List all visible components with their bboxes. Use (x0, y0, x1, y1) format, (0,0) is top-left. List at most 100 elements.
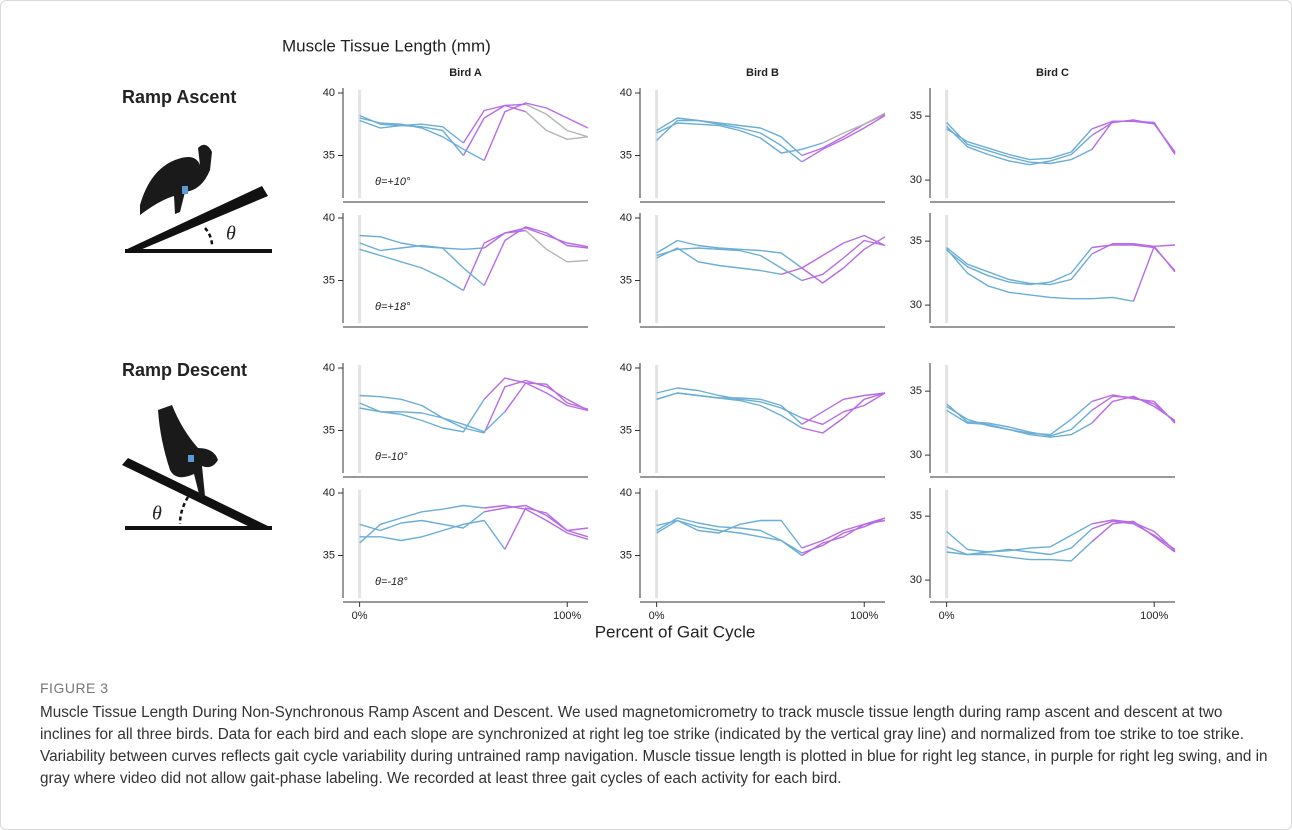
data-line (656, 247, 782, 275)
data-line (359, 248, 464, 292)
data-line (946, 125, 1093, 166)
y-tick-label: 35 (620, 424, 632, 436)
y-tick-label: 40 (620, 87, 632, 99)
data-line (462, 103, 526, 156)
slope-annotation: θ=-10° (375, 451, 408, 463)
data-line (462, 229, 526, 291)
data-line (656, 519, 803, 549)
y-tick-label: 35 (910, 510, 922, 522)
data-line (1132, 244, 1176, 302)
ramp-descent-illustration (122, 405, 272, 530)
y-tick-label: 40 (620, 487, 632, 499)
y-tick-label: 30 (910, 574, 922, 586)
data-line (359, 234, 485, 250)
data-line (483, 226, 589, 286)
x-tick-label: 100% (1140, 610, 1168, 622)
data-line (525, 103, 589, 138)
data-line (483, 102, 589, 161)
data-line (656, 519, 803, 554)
data-line (780, 234, 886, 275)
data-line (801, 114, 886, 163)
data-line (359, 519, 506, 550)
data-line (801, 519, 886, 557)
y-tick-label: 35 (910, 385, 922, 397)
data-line (525, 111, 589, 140)
data-line (656, 517, 803, 557)
data-line (946, 523, 1093, 553)
ramp-ascent-illustration (125, 144, 272, 253)
data-line (801, 517, 886, 554)
data-line (483, 377, 589, 412)
data-line (656, 122, 823, 154)
data-line (946, 122, 1093, 165)
data-line (822, 112, 886, 144)
data-line (656, 247, 803, 282)
data-line (483, 227, 589, 249)
x-tick-label: 0% (352, 610, 368, 622)
row-label: Ramp Descent (122, 360, 247, 380)
data-line (1091, 395, 1176, 424)
data-line (525, 229, 589, 263)
column-title: Bird A (449, 67, 482, 79)
data-line (801, 236, 886, 284)
y-tick-label: 30 (910, 299, 922, 311)
data-line (359, 119, 464, 144)
y-tick-label: 35 (620, 274, 632, 286)
data-line (359, 402, 506, 433)
slope-annotation: θ=-18° (375, 576, 408, 588)
data-line (1091, 519, 1176, 552)
y-tick-label: 40 (323, 487, 335, 499)
figure-label: FIGURE 3 (40, 680, 109, 696)
x-tick-label: 0% (649, 610, 665, 622)
x-tick-label: 100% (850, 610, 878, 622)
data-line (946, 528, 1093, 556)
y-tick-label: 35 (910, 110, 922, 122)
figure-caption: Muscle Tissue Length During Non-Synchron… (40, 704, 1268, 787)
x-axis-title: Percent of Gait Cycle (595, 622, 756, 641)
data-line (801, 392, 886, 425)
data-line (801, 392, 886, 425)
figure: Muscle Tissue Length (mm) Percent of Gai… (122, 36, 1176, 641)
x-tick-label: 100% (553, 610, 581, 622)
data-line (1091, 120, 1176, 155)
data-line (484, 504, 589, 540)
data-line (359, 117, 485, 162)
theta-label: θ (226, 223, 236, 245)
data-line (462, 104, 526, 144)
row-label: Ramp Ascent (122, 87, 236, 107)
column-title: Bird C (1036, 67, 1069, 79)
y-tick-label: 40 (620, 362, 632, 374)
x-tick-label: 0% (939, 610, 955, 622)
y-tick-label: 35 (910, 235, 922, 247)
data-line (359, 398, 485, 433)
data-line (656, 117, 803, 157)
data-line (656, 119, 803, 163)
data-line (946, 541, 1093, 562)
data-line (946, 403, 1093, 437)
data-line (946, 405, 1093, 438)
data-line (801, 392, 886, 434)
data-line (359, 504, 485, 544)
data-line (801, 517, 886, 549)
data-line (1091, 520, 1176, 553)
y-tick-label: 40 (323, 87, 335, 99)
data-line (946, 246, 1093, 286)
data-line (946, 128, 1093, 161)
data-line (946, 247, 1093, 286)
slope-annotation: θ=+18° (375, 301, 411, 313)
slope-annotation: θ=+10° (375, 176, 411, 188)
data-line (801, 239, 886, 282)
data-line (1091, 395, 1176, 423)
y-tick-label: 35 (323, 549, 335, 561)
column-title: Bird B (746, 67, 779, 79)
data-line (359, 511, 485, 532)
y-tick-label: 35 (323, 424, 335, 436)
data-line (1091, 394, 1176, 424)
y-tick-label: 40 (323, 362, 335, 374)
y-tick-label: 35 (323, 274, 335, 286)
y-tick-label: 40 (620, 212, 632, 224)
y-tick-label: 40 (323, 212, 335, 224)
super-title: Muscle Tissue Length (mm) (282, 36, 491, 55)
data-line (1091, 244, 1176, 272)
